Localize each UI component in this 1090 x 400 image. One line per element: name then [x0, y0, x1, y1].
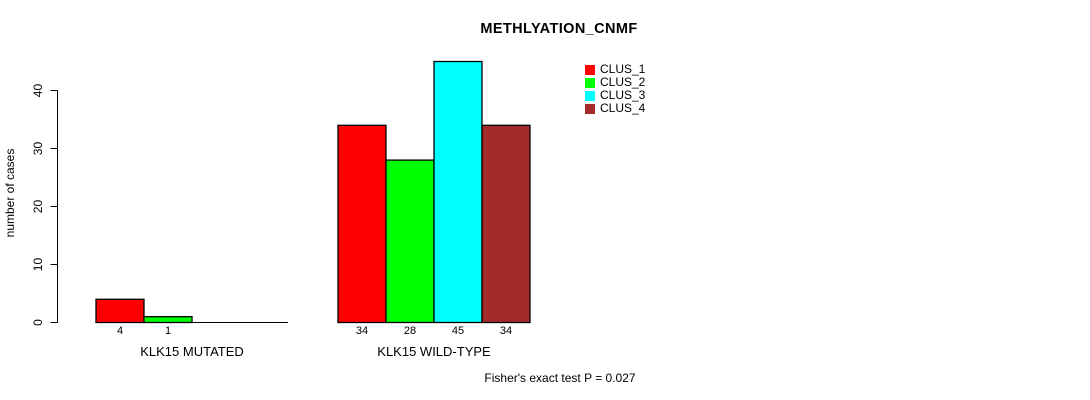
legend-color-swatch — [585, 103, 595, 114]
legend: CLUS_1 CLUS_2 CLUS_3 CLUS_4 — [585, 63, 645, 115]
y-axis-tick-label: 10 — [31, 258, 45, 272]
bar-value-label: 34 — [356, 325, 368, 337]
y-axis-tick-label: 20 — [31, 200, 45, 214]
bar-value-label: 28 — [404, 325, 416, 337]
x-group-label-wild-type: KLK15 WILD-TYPE — [377, 344, 491, 359]
bar-mutated-clus-2 — [143, 316, 193, 324]
bar-value-label: 4 — [117, 325, 123, 337]
chart-title: METHLYATION_CNMF — [480, 21, 638, 37]
x-group-label-mutated: KLK15 MUTATED — [140, 344, 244, 359]
stats-footer: Fisher's exact test P = 0.027 — [484, 371, 636, 385]
bar-wild-type-clus-2 — [385, 159, 435, 324]
legend-item-clus-1: CLUS_1 — [585, 63, 645, 76]
legend-color-swatch — [585, 77, 595, 88]
legend-item-label: CLUS_4 — [600, 101, 646, 115]
bar-wild-type-clus-3 — [433, 60, 483, 324]
bar-wild-type-clus-1 — [337, 124, 387, 324]
bar-wild-type-clus-4 — [481, 124, 531, 324]
y-axis-tick-label: 0 — [31, 319, 45, 326]
y-axis-tick-label: 40 — [31, 84, 45, 98]
bar-value-label: 1 — [165, 325, 171, 337]
legend-item-clus-4: CLUS_4 — [585, 102, 645, 115]
legend-item-clus-3: CLUS_3 — [585, 89, 645, 102]
legend-color-swatch — [585, 90, 595, 101]
y-axis-tick-label: 30 — [31, 142, 45, 156]
legend-item-label: CLUS_1 — [600, 62, 646, 76]
bar-value-label: 45 — [452, 325, 464, 337]
legend-color-swatch — [585, 64, 595, 75]
legend-item-label: CLUS_3 — [600, 88, 646, 102]
bar-value-label: 34 — [500, 325, 512, 337]
legend-item-clus-2: CLUS_2 — [585, 76, 645, 89]
legend-item-label: CLUS_2 — [600, 75, 646, 89]
bar-mutated-clus-1 — [95, 298, 145, 324]
